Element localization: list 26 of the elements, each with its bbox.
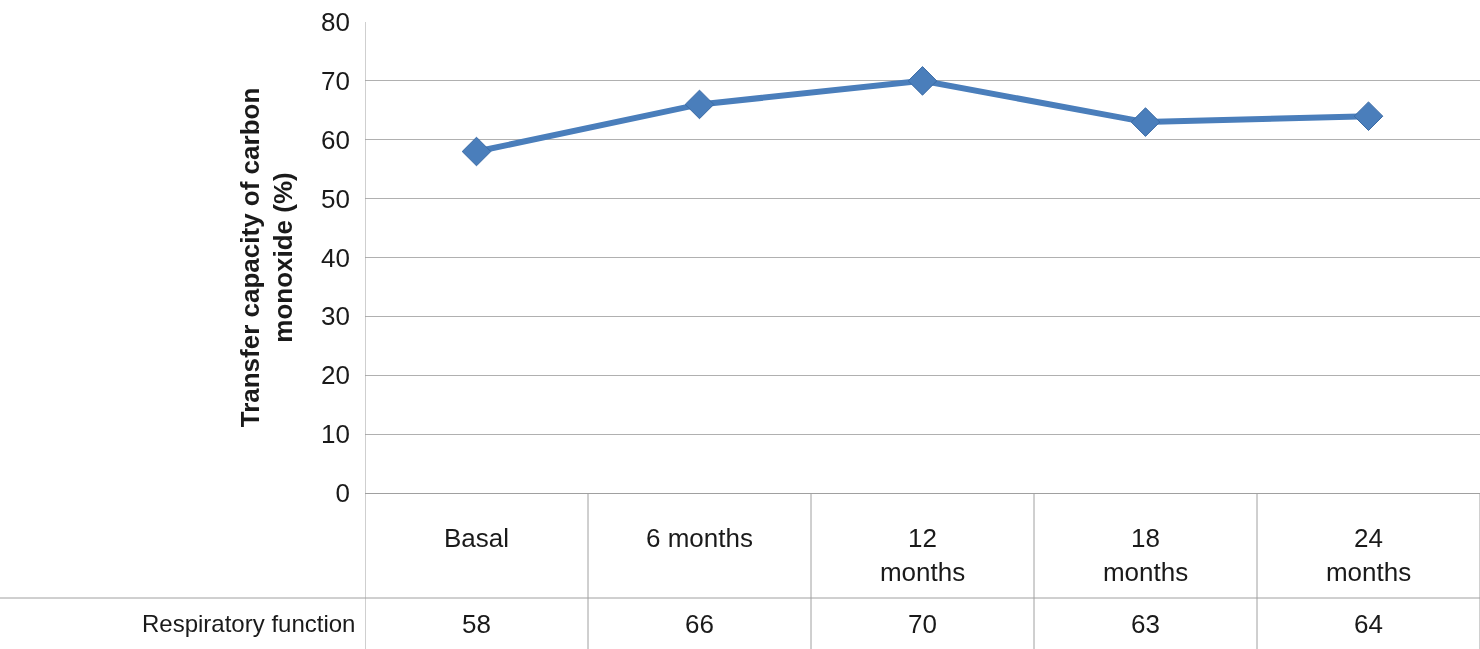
point: [1353, 101, 1384, 131]
data-label: 63: [1131, 609, 1160, 639]
data-label: 70: [908, 609, 937, 639]
x-tick-label: 6 months: [646, 523, 753, 554]
point: [461, 136, 492, 167]
y-tick-label: 60: [321, 124, 350, 155]
y-tick-label: 30: [321, 301, 350, 332]
y-tick-label: 10: [321, 419, 350, 450]
x-tick-label: Basal: [443, 523, 510, 554]
y-tick-label: 20: [321, 360, 350, 391]
y-tick-label: 0: [335, 478, 350, 509]
point: [1130, 107, 1161, 137]
y-tick-label: 70: [321, 65, 350, 96]
x-tick-label: 24 months: [1325, 523, 1412, 587]
y-tick-label: 80: [321, 7, 350, 38]
text: Respiratory function: [142, 610, 356, 637]
y-tick-label: 50: [321, 183, 350, 214]
y-tick-label: 40: [321, 242, 350, 273]
data-label: 58: [462, 609, 491, 639]
point: [907, 66, 938, 96]
x-tick-label: 18 months: [1102, 523, 1189, 587]
y-axis-title: Transfer capacity of carbon monoxide (%): [234, 87, 299, 428]
data-label: 64: [1354, 609, 1383, 639]
x-tick-label: 12 months: [879, 523, 966, 587]
point: [684, 89, 715, 120]
data-label: 66: [685, 609, 714, 639]
